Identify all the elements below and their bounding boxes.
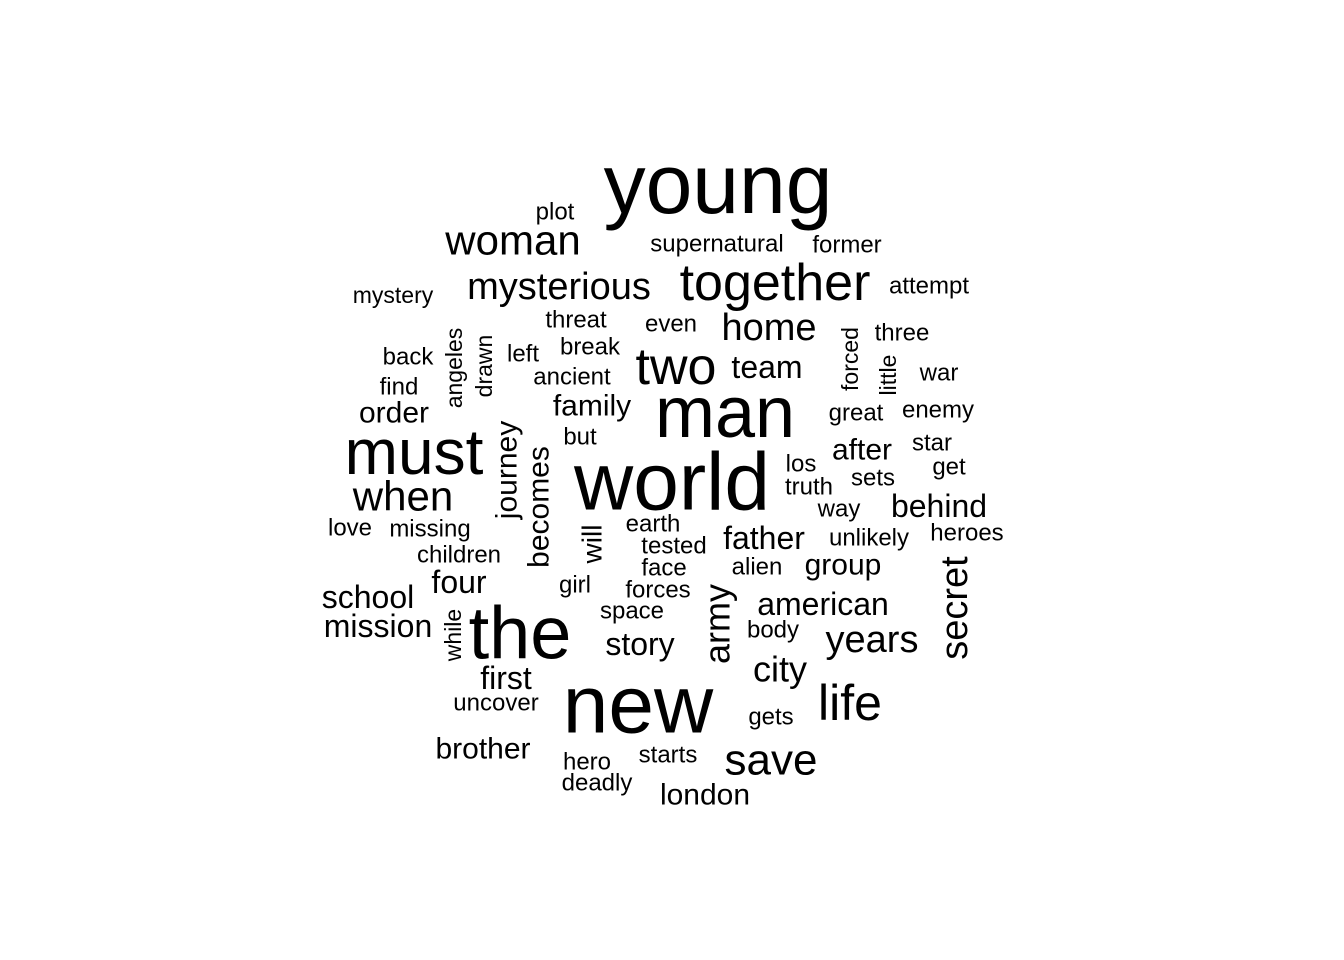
word-enemy: enemy — [902, 397, 974, 424]
word-will: will — [577, 525, 608, 565]
word-becomes: becomes — [523, 446, 556, 568]
word-find: find — [380, 374, 419, 401]
word-brother: brother — [435, 733, 530, 766]
word-two: two — [636, 338, 717, 396]
word-mission: mission — [324, 608, 432, 644]
word-father: father — [723, 520, 805, 556]
word-behind: behind — [891, 488, 987, 524]
word-even: even — [645, 311, 697, 338]
word-children: children — [417, 542, 501, 569]
word-back: back — [383, 344, 435, 371]
word-save: save — [725, 736, 818, 785]
word-the: the — [469, 592, 572, 675]
word-starts: starts — [639, 742, 698, 769]
word-alien: alien — [732, 554, 783, 581]
word-city: city — [753, 649, 807, 690]
word-former: former — [812, 232, 881, 259]
word-team: team — [731, 349, 802, 385]
word-man: man — [655, 373, 795, 453]
word-must: must — [345, 416, 484, 488]
word-war: war — [919, 360, 959, 387]
word-break: break — [560, 334, 621, 361]
word-home: home — [721, 307, 816, 349]
word-deadly: deadly — [562, 770, 633, 797]
word-love: love — [328, 515, 372, 542]
word-london: london — [660, 779, 750, 812]
word-ancient: ancient — [533, 364, 611, 391]
word-los: los — [786, 451, 817, 478]
word-left: left — [507, 341, 539, 368]
word-life: life — [818, 675, 882, 731]
word-girl: girl — [559, 572, 591, 599]
word-group: group — [805, 549, 882, 582]
word-body: body — [747, 617, 799, 644]
word-sets: sets — [851, 465, 895, 492]
word-gets: gets — [748, 704, 793, 731]
word-way: way — [817, 496, 861, 523]
word-journey: journey — [491, 421, 524, 520]
word-american: american — [757, 586, 889, 622]
word-three: three — [875, 320, 930, 347]
word-star: star — [912, 430, 952, 457]
word-army: army — [697, 584, 738, 664]
word-drawn: drawn — [471, 335, 497, 398]
word-earth: earth — [626, 511, 681, 538]
word-together: together — [680, 254, 871, 312]
word-while: while — [440, 609, 466, 662]
word-forces: forces — [625, 577, 690, 604]
word-young: young — [604, 137, 833, 231]
word-story: story — [605, 626, 674, 662]
word-supernatural: supernatural — [650, 231, 783, 258]
word-mystery: mystery — [353, 282, 434, 308]
word-order: order — [359, 397, 429, 430]
word-mysterious: mysterious — [467, 266, 651, 308]
word-missing: missing — [389, 516, 470, 543]
word-four: four — [431, 564, 486, 600]
word-but: but — [563, 424, 597, 451]
word-face: face — [641, 555, 686, 582]
word-woman: woman — [444, 217, 580, 264]
word-tested: tested — [641, 533, 706, 560]
word-first: first — [480, 660, 532, 696]
word-attempt: attempt — [889, 273, 969, 300]
word-heroes: heroes — [930, 520, 1003, 547]
word-school: school — [322, 579, 415, 615]
word-years: years — [826, 619, 919, 661]
word-world: world — [573, 437, 770, 528]
word-get: get — [932, 454, 966, 481]
word-plot: plot — [536, 199, 575, 226]
word-angeles: angeles — [441, 328, 467, 409]
word-unlikely: unlikely — [829, 525, 909, 552]
word-when: when — [352, 473, 453, 520]
word-new: new — [563, 660, 714, 751]
word-truth: truth — [785, 474, 833, 501]
word-great: great — [829, 400, 884, 427]
word-secret: secret — [934, 556, 976, 660]
word-forced: forced — [837, 327, 863, 391]
word-hero: hero — [563, 749, 611, 776]
word-space: space — [600, 598, 664, 625]
word-family: family — [553, 390, 631, 423]
word-threat: threat — [545, 307, 607, 334]
word-after: after — [832, 434, 892, 467]
word-uncover: uncover — [453, 690, 538, 717]
word-little: little — [875, 355, 901, 396]
